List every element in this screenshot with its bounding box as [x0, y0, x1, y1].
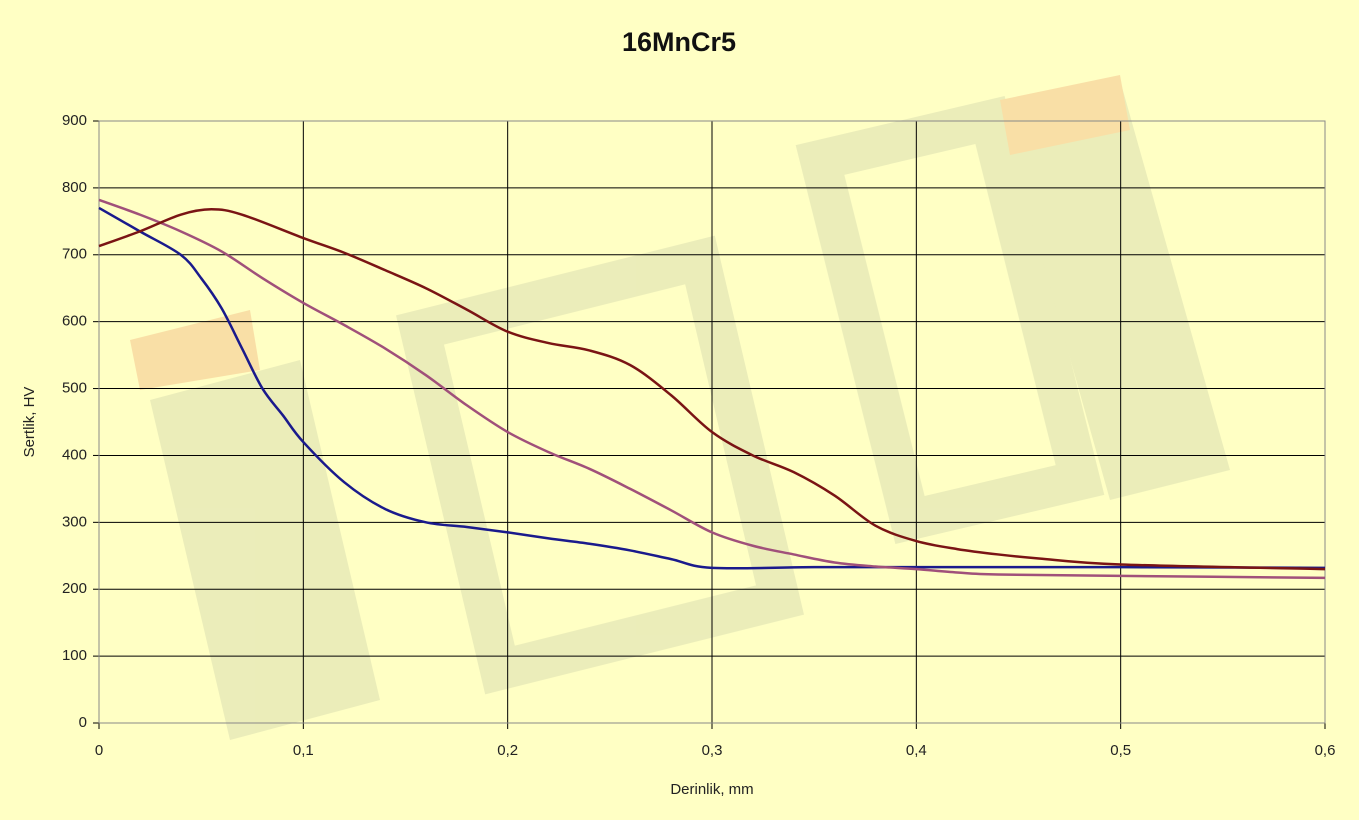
x-tick-label: 0,2 — [497, 742, 518, 759]
y-tick-label: 600 — [62, 313, 87, 330]
data-line — [98, 198, 1326, 580]
data-line — [98, 206, 1326, 570]
plot-frame — [98, 120, 1326, 724]
x-tick-label: 0,3 — [702, 742, 723, 759]
y-tick-label: 500 — [62, 380, 87, 397]
y-tick-label: 200 — [62, 580, 87, 597]
x-tick-label: 0,1 — [293, 742, 314, 759]
y-tick-label: 400 — [62, 446, 87, 463]
data-line — [98, 208, 1326, 571]
x-axis-label: Derinlik, mm — [670, 781, 753, 798]
chart-title: 16MnCr5 — [622, 27, 736, 57]
y-tick-label: 900 — [62, 112, 87, 129]
x-tick-label: 0,5 — [1110, 742, 1131, 759]
x-tick-label: 0,6 — [1315, 742, 1336, 759]
watermark — [130, 75, 1230, 740]
y-axis-label: Sertlik, HV — [21, 387, 38, 458]
y-tick-label: 700 — [62, 246, 87, 263]
y-tick-label: 100 — [62, 647, 87, 664]
y-tick-label: 0 — [79, 714, 87, 731]
x-tick-label: 0 — [95, 742, 103, 759]
y-tick-label: 300 — [62, 513, 87, 530]
x-tick-label: 0,4 — [906, 742, 927, 759]
y-tick-label: 800 — [62, 179, 87, 196]
